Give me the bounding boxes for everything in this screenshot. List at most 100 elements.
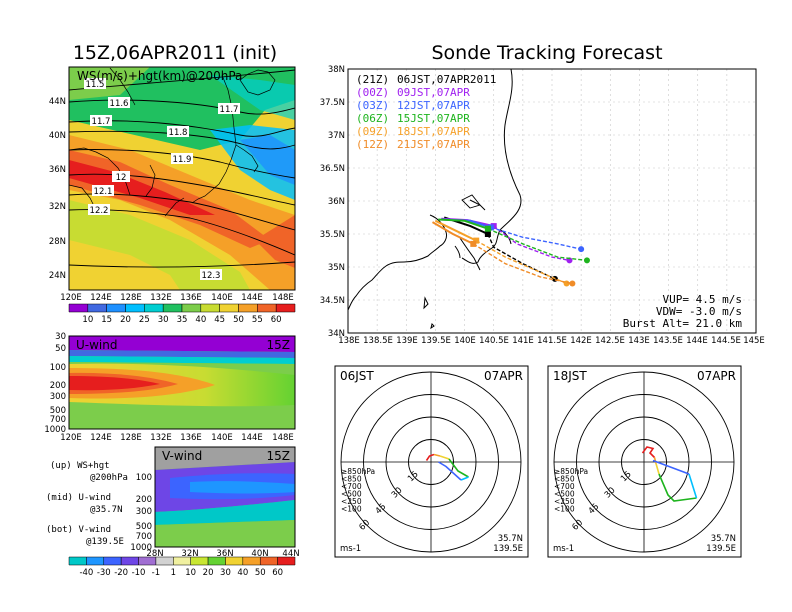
- uwind-y-ticks: 30 50 100 200 300 500 700 1000: [44, 332, 66, 435]
- contour-label: 11.7: [220, 105, 239, 115]
- colorbar-label: -30: [97, 568, 111, 578]
- y-tick-label: 24N: [49, 271, 66, 281]
- x-tick-label: 141E: [512, 336, 534, 346]
- descent-track: [490, 226, 582, 250]
- legend-launch-time: (12Z): [356, 138, 389, 151]
- hodograph-level-legend: ≥850hPa: [554, 467, 588, 476]
- colorbar-label: 40: [195, 315, 206, 325]
- colorbar-swatch: [173, 556, 191, 566]
- uwind-band-purple: [69, 336, 295, 352]
- panel-notes: (up) WS+hgt @200hPa (mid) U-wind @35.7N …: [46, 461, 128, 547]
- contour-labels: 11.5 11.6 11.7 11.7 11.8 11.9 12 12.1 12…: [84, 78, 240, 281]
- track-frame: [347, 68, 757, 334]
- x-tick-label: 148E: [272, 433, 294, 443]
- hodograph-level-legend: <500: [554, 490, 575, 499]
- ws-map-y-ticks: 44N 40N 36N 32N 28N 24N: [49, 97, 66, 281]
- colorbar-label: 10: [82, 315, 93, 325]
- note-line: (bot) V-wind: [46, 525, 111, 535]
- burst-marker: [484, 225, 491, 232]
- x-tick-label: 32N: [181, 549, 198, 559]
- note-line: @35.7N: [90, 505, 123, 515]
- track-lines: [431, 216, 590, 287]
- uwind-band-blue: [69, 350, 295, 358]
- y-tick-label: 1000: [130, 543, 152, 553]
- hodograph-lat: 35.7N: [711, 534, 736, 544]
- x-tick-label: 132E: [150, 433, 172, 443]
- x-tick-label: 124E: [90, 433, 112, 443]
- x-tick-label: 145E: [743, 336, 765, 346]
- hodograph-segment: [655, 463, 660, 475]
- colorbar-swatch: [86, 556, 105, 566]
- colorbar-label: 35: [177, 315, 188, 325]
- colorbar-label: -20: [114, 568, 128, 578]
- hodograph-segment: [652, 459, 690, 475]
- vwind-band-lightblue: [190, 481, 295, 494]
- track-y-ticks: 38N 37.5N 37N 36.5N 36N 35.5N 35N 34.5N …: [320, 65, 345, 339]
- note-line: @139.5E: [86, 537, 124, 547]
- colorbar-swatch: [106, 303, 126, 313]
- hodograph-segment: [439, 455, 450, 460]
- contour-label: 12.2: [90, 206, 109, 216]
- ws-map-x-ticks: 120E 124E 128E 132E 136E 140E 144E 148E: [60, 293, 294, 303]
- left-title: 15Z,06APR2011 (init): [73, 42, 277, 64]
- track-legend-item: (03Z) 12JST,07APR: [356, 99, 470, 112]
- legend-label: 09JST,07APR: [397, 86, 470, 99]
- hodograph-segment: [438, 461, 462, 481]
- legend-launch-time: (00Z): [356, 86, 389, 99]
- x-tick-label: 144E: [241, 293, 263, 303]
- contour-label: 12.1: [94, 187, 113, 197]
- hodograph-level-legend: <700: [341, 482, 362, 491]
- y-tick-label: 200: [136, 495, 152, 505]
- y-tick-label: 30: [55, 332, 66, 342]
- y-tick-label: 38N: [328, 65, 345, 75]
- colorbar-label: 20: [120, 315, 131, 325]
- legend-launch-time: (09Z): [356, 125, 389, 138]
- y-tick-label: 500: [136, 522, 152, 532]
- colorbar-label: -40: [79, 568, 93, 578]
- colorbar-swatch: [162, 303, 183, 313]
- track-legend: (21Z) 06JST,07APR2011 (00Z) 09JST,07APR …: [356, 73, 496, 151]
- contour-label: 12.3: [202, 271, 221, 281]
- vwind-band-cyan: [155, 500, 295, 525]
- y-tick-label: 32N: [49, 202, 66, 212]
- uwind-band-surface: [69, 420, 295, 429]
- hodograph-level-legend: <100: [341, 505, 362, 514]
- ws-band-lightgreen-nw: [69, 67, 150, 100]
- ascent-track: [438, 218, 489, 230]
- colorbar-label: 30: [220, 568, 231, 578]
- hodograph-lat: 35.7N: [498, 534, 523, 544]
- legend-label: 15JST,07APR: [397, 112, 470, 125]
- y-tick-label: 700: [136, 532, 152, 542]
- contour-label: 12: [116, 173, 127, 183]
- y-tick-label: 40N: [49, 131, 66, 141]
- x-tick-label: 136E: [180, 293, 202, 303]
- hodograph-level-legend: <250: [554, 497, 575, 506]
- uwind-x-ticks: 120E 124E 128E 132E 136E 140E 144E 148E: [60, 433, 294, 443]
- uwind-label: U-wind: [76, 338, 117, 352]
- param-vup: VUP= 4.5 m/s: [663, 293, 742, 306]
- hodograph-units: ms-1: [340, 544, 361, 554]
- x-tick-label: 136E: [180, 433, 202, 443]
- lake-outline: [461, 194, 481, 209]
- hodograph-time: 18JST: [553, 369, 587, 383]
- colorbar-swatch: [257, 303, 277, 313]
- x-tick-label: 124E: [90, 293, 112, 303]
- x-tick-label: 142.5E: [595, 336, 625, 346]
- hodograph-level-legend: <850: [341, 475, 362, 484]
- uwind-time: 15Z: [267, 338, 291, 352]
- x-tick-label: 120E: [60, 433, 82, 443]
- descent-track: [472, 243, 573, 285]
- note-line: (mid) U-wind: [46, 493, 111, 503]
- y-tick-label: 35N: [328, 263, 345, 273]
- landing-marker: [578, 246, 585, 253]
- hodograph-level-legend: <850: [554, 475, 575, 484]
- colorbar-swatch: [68, 556, 87, 566]
- legend-label: 18JST,07APR: [397, 125, 470, 138]
- hodograph-06jst: 06JST 07APR 35.7N 139.5E ms-1 15304560≥8…: [334, 365, 529, 558]
- param-burst-alt: Burst Alt= 21.0 km: [623, 317, 743, 330]
- vw-colorbar: -40 -30 -20 -10 -1 1 10 20 30 40 50 60: [68, 556, 296, 578]
- legend-launch-time: (06Z): [356, 112, 389, 125]
- y-tick-label: 37N: [328, 131, 345, 141]
- contour-label: 11.5: [86, 80, 105, 90]
